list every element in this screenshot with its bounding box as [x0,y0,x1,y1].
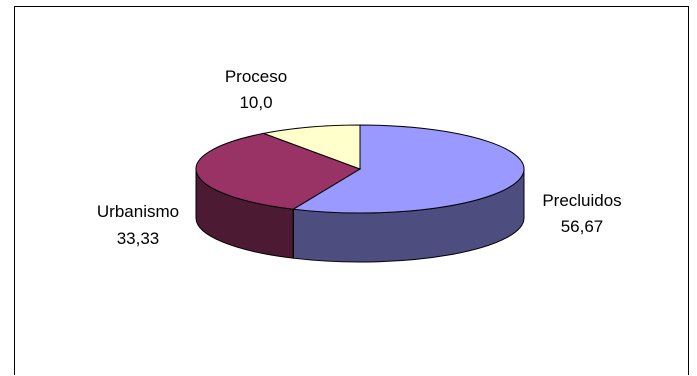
slice-urbanismo [195,132,362,210]
slice-value-proceso: 10,0 [239,93,272,112]
slice-proceso [261,124,361,170]
slice-label-proceso: Proceso [225,67,287,86]
slice-value-urbanismo: 33,33 [117,229,160,248]
slice-precluidos [291,124,525,214]
pie-chart: Proceso 10,0 Precluidos 56,67 Urbanismo … [97,67,622,263]
slice-value-precluidos: 56,67 [561,217,604,236]
slice-label-urbanismo: Urbanismo [97,202,179,221]
slice-label-precluidos: Precluidos [542,191,621,210]
chart-area: Proceso 10,0 Precluidos 56,67 Urbanismo … [14,6,689,375]
